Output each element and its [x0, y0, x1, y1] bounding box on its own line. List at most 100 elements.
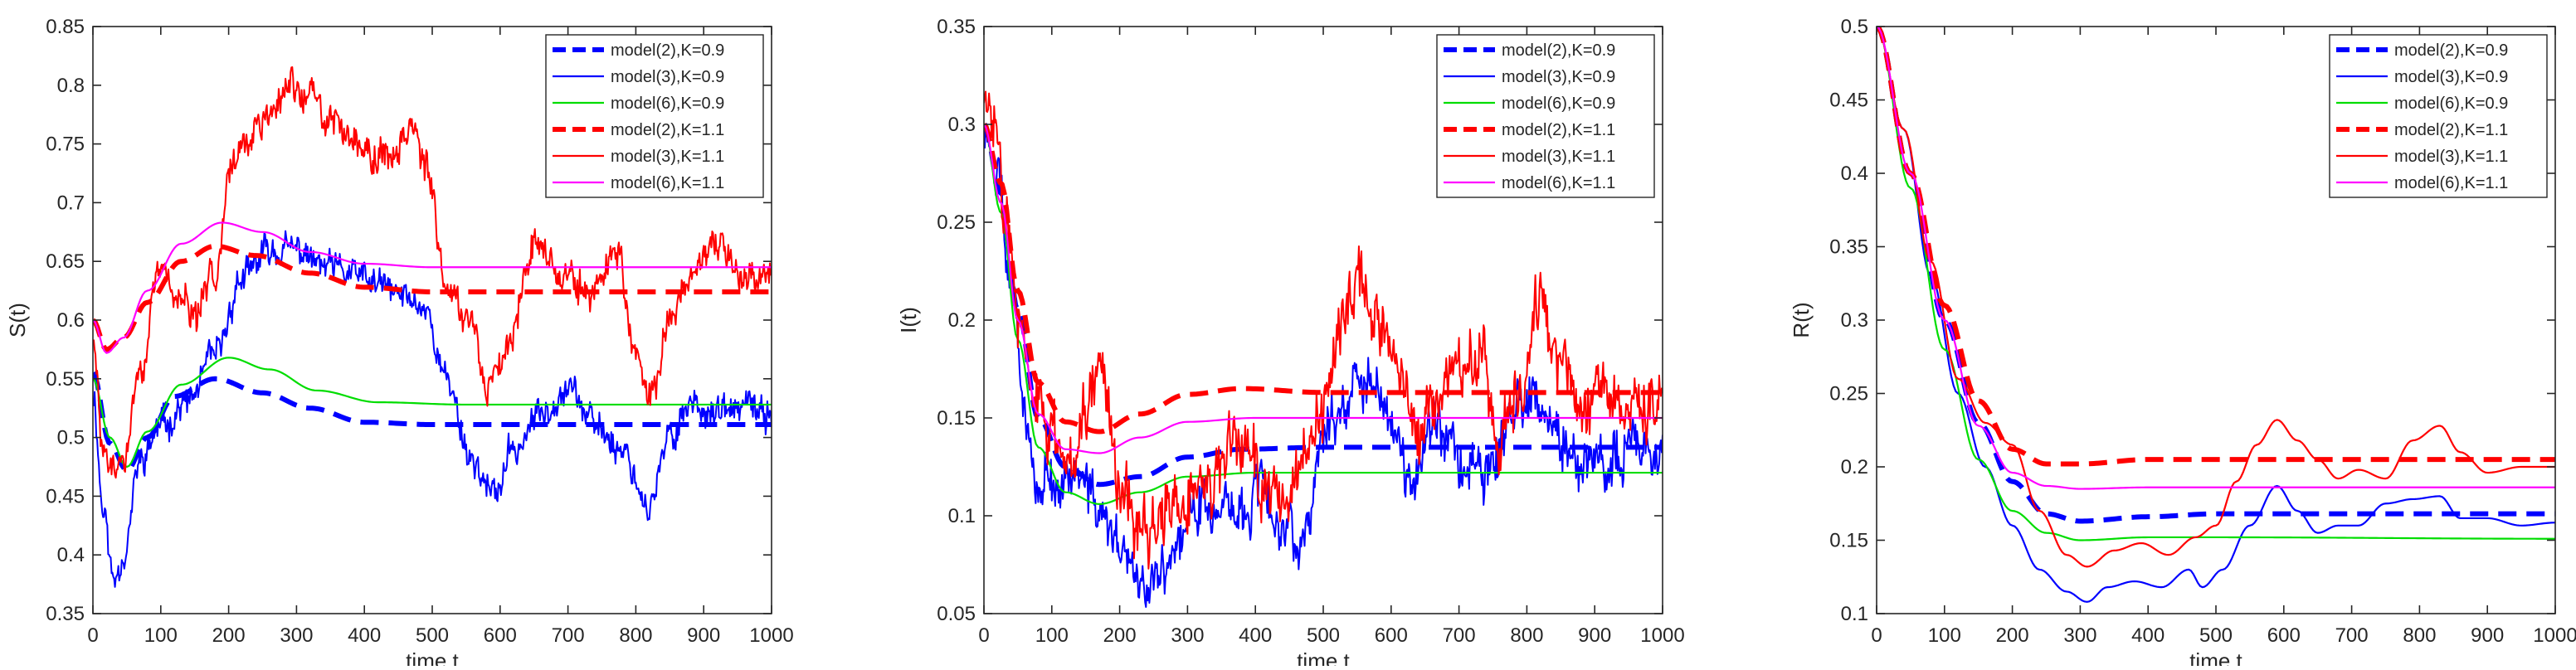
y-tick-label: 0.4: [57, 544, 85, 566]
y-tick-label: 0.35: [937, 16, 976, 38]
chart-panel-1: 0 100 200 300 400 500 600 700 800 900 1000 0.35 0.4 0…: [5, 16, 794, 670]
legend-label: model(6),K=1.1: [1502, 174, 1615, 192]
x-tick-label: 500: [2199, 624, 2233, 647]
legend-label: model(3),K=1.1: [611, 148, 724, 166]
x-tick-label: 900: [687, 624, 720, 647]
y-tick-label: 0.45: [46, 485, 85, 507]
x-tick-label: 800: [2403, 624, 2436, 647]
legend-label: model(6),K=0.9: [1502, 95, 1615, 113]
x-tick-label: 600: [2267, 624, 2301, 647]
y-tick-label: 0.15: [1829, 530, 1868, 552]
legend: model(2),K=0.9 model(3),K=0.9 model(6),K=0…: [545, 34, 764, 198]
y-tick-label: 0.5: [1841, 16, 1868, 38]
x-tick-label: 1000: [749, 624, 793, 647]
x-tick-label: 600: [1375, 624, 1408, 647]
series-line-6: [1877, 27, 2555, 490]
x-tick-label: 800: [1510, 624, 1543, 647]
legend-label: model(6),K=1.1: [2394, 174, 2508, 192]
series-group: [1877, 27, 2555, 603]
series-line-2: [984, 123, 1663, 609]
series-line-4: [984, 123, 1663, 435]
legend-label: model(6),K=1.1: [611, 174, 724, 192]
x-tick-label: 0: [1871, 624, 1882, 647]
x-axis-label: time t: [2189, 648, 2242, 666]
x-tick-label: 0: [87, 624, 98, 647]
series-line-5: [984, 90, 1663, 570]
series-group: [984, 90, 1663, 609]
y-tick-label: 0.3: [1841, 309, 1868, 332]
x-tick-label: 800: [619, 624, 652, 647]
x-tick-label: 600: [484, 624, 517, 647]
x-tick-label: 400: [348, 624, 381, 647]
x-tick-label: 700: [1443, 624, 1476, 647]
x-tick-label: 400: [2131, 624, 2165, 647]
y-tick-label: 0.4: [1841, 163, 1868, 185]
y-axis-label: R(t): [1789, 302, 1814, 337]
x-tick-label: 500: [416, 624, 449, 647]
y-tick-label: 0.1: [1841, 603, 1868, 625]
legend-label: model(3),K=0.9: [1502, 68, 1615, 86]
y-tick-label: 0.2: [948, 309, 976, 332]
legend-label: model(2),K=1.1: [2394, 121, 2508, 139]
legend-box: [2329, 34, 2548, 198]
chart-panel-3: 0 100 200 300 400 500 600 700 800 900 1000 0.1 0.15 0…: [1789, 16, 2576, 670]
y-tick-label: 0.65: [46, 250, 85, 273]
y-tick-label: 0.2: [1841, 456, 1868, 478]
y-tick-label: 0.15: [937, 407, 976, 430]
x-tick-label: 0: [978, 624, 989, 647]
series-line-2: [93, 230, 772, 588]
x-tick-label: 100: [1928, 624, 1961, 647]
legend-label: model(3),K=0.9: [2394, 68, 2508, 86]
series-group: [93, 66, 772, 588]
legend-label: model(2),K=1.1: [1502, 121, 1615, 139]
legend-label: model(3),K=0.9: [611, 68, 724, 86]
series-line-1: [93, 371, 772, 473]
y-tick-label: 0.05: [937, 603, 976, 625]
x-tick-label: 200: [1996, 624, 2029, 647]
y-tick-label: 0.85: [46, 16, 85, 38]
x-tick-label: 300: [280, 624, 313, 647]
series-line-5: [93, 66, 772, 479]
legend-label: model(6),K=0.9: [2394, 95, 2508, 113]
series-line-6: [984, 124, 1663, 454]
legend-label: model(6),K=0.9: [611, 95, 724, 113]
legend-label: model(2),K=0.9: [1502, 41, 1615, 60]
x-axis-label: time t: [406, 648, 459, 666]
legend: model(2),K=0.9 model(3),K=0.9 model(6),K=0…: [1436, 34, 1655, 198]
chart-panel-2: 0 100 200 300 400 500 600 700 800 900 1000 0.05 0.1 0…: [896, 16, 1685, 670]
y-tick-label: 0.3: [948, 114, 976, 136]
series-line-4: [1877, 27, 2555, 467]
x-tick-label: 700: [552, 624, 585, 647]
legend-label: model(3),K=1.1: [2394, 148, 2508, 166]
y-tick-label: 0.45: [1829, 90, 1868, 112]
x-tick-label: 900: [2471, 624, 2504, 647]
y-axis-label: I(t): [896, 307, 921, 333]
x-tick-label: 400: [1239, 624, 1272, 647]
x-tick-label: 1000: [2533, 624, 2576, 647]
series-line-4: [93, 243, 772, 352]
y-tick-label: 0.55: [46, 368, 85, 391]
legend-label: model(2),K=0.9: [2394, 41, 2508, 60]
x-tick-label: 300: [2063, 624, 2096, 647]
legend-box: [545, 34, 764, 198]
x-tick-label: 900: [1578, 624, 1611, 647]
legend-box: [1436, 34, 1655, 198]
series-line-3: [1877, 27, 2555, 541]
x-axis-label: time t: [1297, 648, 1350, 666]
series-line-3: [93, 357, 772, 469]
series-line-3: [984, 124, 1663, 505]
y-axis-label: S(t): [5, 303, 30, 337]
y-tick-label: 0.35: [46, 603, 85, 625]
x-tick-label: 1000: [1640, 624, 1684, 647]
legend-label: model(2),K=0.9: [611, 41, 724, 60]
x-tick-label: 100: [144, 624, 178, 647]
x-tick-label: 100: [1035, 624, 1069, 647]
x-tick-label: 200: [212, 624, 246, 647]
y-tick-label: 0.6: [57, 309, 85, 332]
y-tick-label: 0.75: [46, 134, 85, 156]
series-line-6: [93, 221, 772, 354]
y-tick-label: 0.25: [1829, 383, 1868, 405]
series-line-5: [1877, 27, 2555, 568]
